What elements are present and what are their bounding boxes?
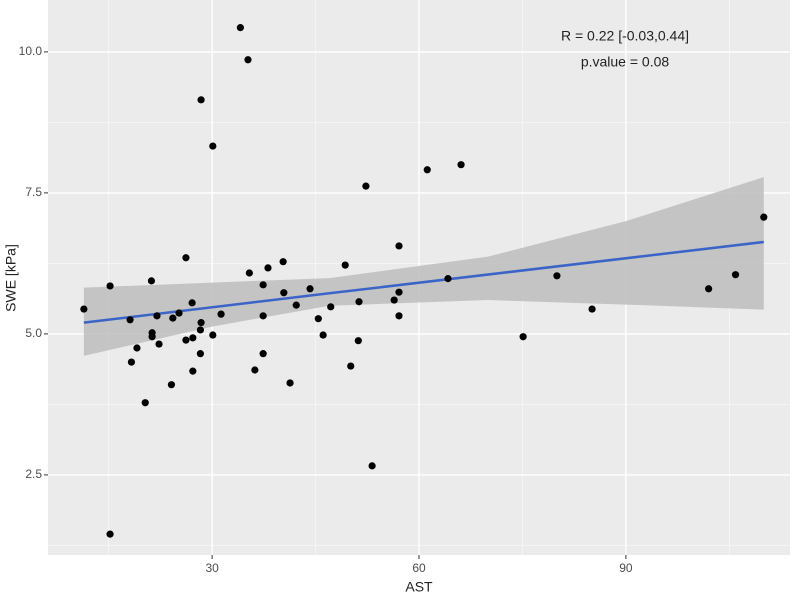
data-point [395, 242, 403, 250]
data-point [209, 142, 217, 150]
data-point [189, 334, 197, 342]
data-point [175, 309, 183, 317]
data-point [341, 261, 349, 269]
regression-line [83, 240, 764, 324]
x-tick-label: 30 [205, 561, 219, 575]
data-point [279, 258, 287, 266]
data-point [444, 275, 452, 283]
data-point [760, 213, 768, 221]
data-point [127, 358, 136, 366]
data-point [264, 264, 272, 272]
data-point [251, 366, 259, 374]
confidence-band [83, 177, 764, 356]
data-point [106, 530, 114, 538]
data-point [553, 272, 561, 280]
data-point [292, 301, 300, 309]
data-point [133, 344, 141, 352]
data-point [259, 281, 267, 289]
data-point [167, 381, 176, 389]
data-point [327, 303, 335, 311]
data-point [306, 285, 314, 293]
data-point [196, 350, 204, 358]
data-point [196, 326, 204, 334]
data-point [319, 331, 327, 339]
data-point [236, 24, 244, 32]
data-point [153, 312, 161, 320]
data-point [280, 289, 288, 297]
p-value-annotation: p.value = 0.08 [581, 54, 670, 70]
data-point [423, 166, 431, 174]
data-point [169, 314, 177, 322]
data-point [80, 305, 88, 313]
data-point [147, 277, 156, 285]
data-point [354, 337, 362, 345]
data-point [355, 298, 363, 306]
x-axis-title: AST [405, 579, 433, 595]
data-point [259, 312, 267, 320]
x-tick-label: 60 [412, 561, 426, 575]
data-point [519, 333, 527, 341]
data-point [148, 329, 156, 337]
data-point [390, 296, 398, 304]
marks [80, 24, 768, 538]
data-point [182, 336, 190, 344]
data-point [197, 96, 205, 104]
data-point [197, 319, 205, 327]
data-point [126, 316, 134, 324]
y-tick-label: 2.5 [25, 467, 42, 481]
data-point [141, 399, 149, 407]
data-point [286, 379, 294, 387]
data-point [182, 254, 190, 262]
data-point [209, 331, 217, 339]
data-point [368, 462, 376, 470]
data-point [245, 269, 253, 277]
data-point [314, 315, 322, 323]
data-point [217, 310, 225, 318]
data-point [457, 161, 465, 169]
data-point [106, 282, 114, 290]
data-point [362, 182, 370, 190]
data-point [395, 312, 403, 320]
data-point [189, 367, 197, 375]
x-tick-label: 90 [619, 561, 633, 575]
data-point [259, 350, 267, 358]
data-point [705, 285, 713, 293]
data-point [155, 340, 163, 348]
y-tick-label: 7.5 [25, 185, 42, 199]
data-point [395, 288, 403, 296]
data-point [731, 271, 740, 279]
y-tick-label: 10.0 [19, 44, 43, 58]
correlation-annotation: R = 0.22 [-0.03,0.44] [561, 28, 689, 44]
data-point [588, 305, 596, 313]
data-point [188, 299, 196, 307]
data-point [244, 56, 252, 64]
y-axis-title: SWE [kPa] [3, 244, 19, 312]
data-point [347, 362, 355, 370]
y-tick-label: 5.0 [25, 326, 42, 340]
